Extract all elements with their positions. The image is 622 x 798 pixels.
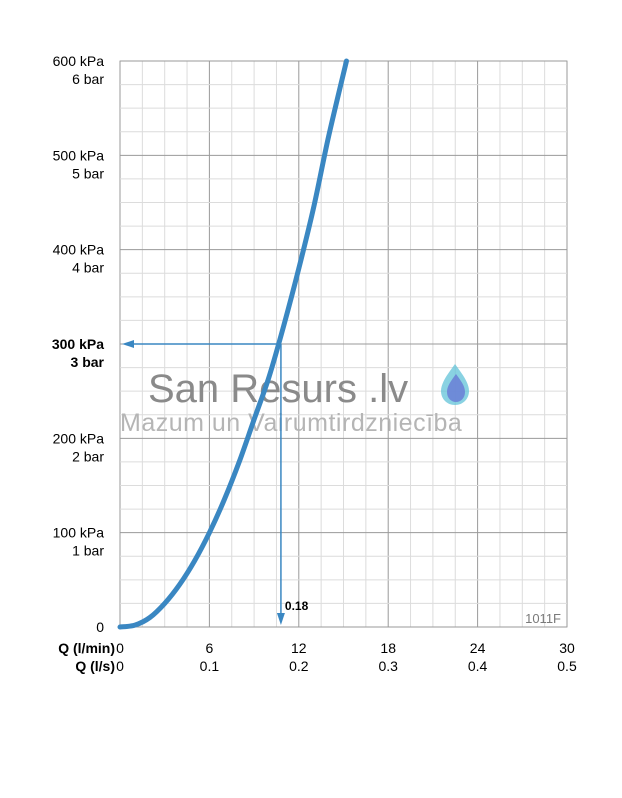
watermark-title: San Resurs .lv (148, 367, 408, 411)
y-tick-label-bar: 2 bar (72, 448, 104, 464)
flow-curve (117, 58, 349, 630)
x-tick-label: 6 (206, 640, 214, 656)
x-tick-label: 0.1 (200, 658, 220, 674)
y-tick-label-kpa: 500 kPa (53, 147, 105, 163)
y-tick-label-kpa: 600 kPa (53, 53, 105, 69)
x-tick-label: 0.5 (557, 658, 577, 674)
x-tick-label: 0.2 (289, 658, 309, 674)
x-axis-row-label: Q (l/s) (75, 658, 115, 674)
y-tick-label-kpa: 300 kPa (52, 336, 104, 352)
x-tick-label: 0.3 (378, 658, 398, 674)
annotations: 0.18 (122, 340, 309, 625)
x-axis-ticks: Q (l/min) 0 6 12 18 24 30 Q (l/s) 0 0.1 0.2 0.3 0.4 0… (58, 640, 577, 674)
y-tick-label-kpa: 0 (96, 619, 104, 635)
operating-point-flow-label: 0.18 (285, 599, 309, 613)
pressure-arrowhead (122, 340, 134, 348)
x-tick-label: 0 (116, 640, 124, 656)
y-tick-label-bar: 5 bar (72, 165, 104, 181)
x-tick-label: 24 (470, 640, 486, 656)
y-tick-label-kpa: 200 kPa (53, 430, 105, 446)
model-code-label: 1011F (525, 611, 561, 626)
y-tick-label-bar: 3 bar (71, 354, 105, 370)
y-tick-label-kpa: 100 kPa (53, 525, 105, 541)
x-axis-row-label: Q (l/min) (58, 640, 115, 656)
y-tick-label-bar: 4 bar (72, 260, 104, 276)
y-axis-ticks: 0 100 kPa 1 bar 200 kPa 2 bar 300 kPa 3 bar 400… (52, 53, 105, 635)
y-tick-label-kpa: 400 kPa (53, 242, 105, 258)
x-tick-label: 12 (291, 640, 307, 656)
x-tick-label: 0.4 (468, 658, 488, 674)
flow-arrowhead (276, 613, 285, 625)
x-tick-label: 30 (559, 640, 575, 656)
watermark-subtitle: Mazum un Vairumtirdzniecība (120, 409, 462, 437)
water-drop-icon (441, 364, 469, 405)
y-tick-label-bar: 1 bar (72, 543, 104, 559)
y-tick-label-bar: 6 bar (72, 71, 104, 87)
watermark: San Resurs .lv Mazum un Vairumtirdzniecī… (120, 364, 469, 437)
x-tick-label: 0 (116, 658, 124, 674)
x-tick-label: 18 (380, 640, 396, 656)
